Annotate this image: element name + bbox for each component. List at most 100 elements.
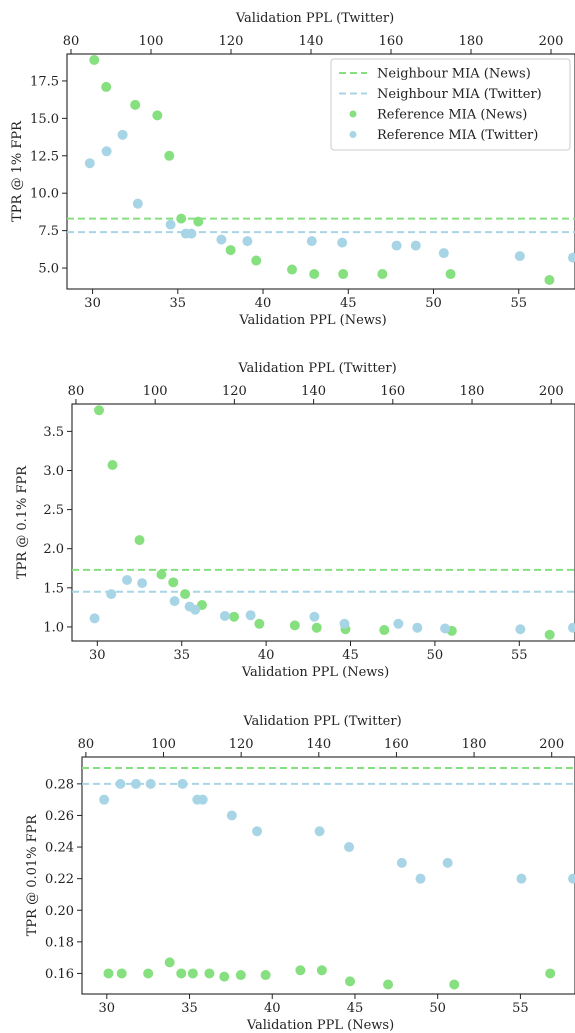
reference-twitter-point — [117, 129, 128, 140]
reference-twitter-point — [440, 623, 451, 634]
reference-news-point — [176, 968, 187, 979]
y-axis-label: TPR @ 1% FPR — [10, 120, 25, 222]
reference-twitter-point — [515, 624, 526, 635]
x-tick-label: 40 — [255, 296, 272, 311]
x-tick-label: 35 — [170, 296, 187, 311]
x-tick-label: 45 — [340, 296, 357, 311]
y-tick-label: 1.5 — [43, 581, 64, 596]
reference-news-point — [176, 213, 187, 224]
reference-twitter-point — [306, 236, 317, 247]
reference-twitter-point — [186, 228, 197, 239]
reference-twitter-point — [415, 873, 426, 884]
y-tick-label: 7.5 — [38, 224, 59, 239]
x-tick-label: 35 — [181, 1001, 198, 1016]
legend: Neighbour MIA (News) Neighbour MIA (Twitt… — [330, 58, 571, 151]
reference-twitter-point — [219, 610, 230, 621]
reference-twitter-point — [106, 589, 117, 600]
y-tick-label: 12.5 — [30, 149, 59, 164]
reference-twitter-point — [568, 873, 575, 884]
y-tick-label: 0.16 — [45, 967, 74, 982]
y-tick-label: 0.26 — [45, 809, 74, 824]
reference-news-point — [229, 611, 240, 622]
reference-twitter-point — [391, 240, 402, 251]
reference-news-point — [164, 957, 175, 968]
x2-axis-label: Validation PPL (Twitter) — [237, 361, 396, 376]
reference-news-point — [544, 629, 555, 640]
reference-twitter-point — [99, 794, 110, 805]
y-tick-label: 2.0 — [43, 542, 64, 557]
reference-news-point — [107, 460, 118, 471]
y-axis-label: TPR @ 0.1% FPR — [15, 465, 30, 579]
reference-news-point — [103, 968, 114, 979]
reference-news-point — [377, 269, 388, 280]
reference-twitter-point — [252, 826, 263, 837]
reference-news-point — [379, 625, 390, 636]
x2-tick-label: 180 — [460, 384, 485, 399]
chart-panel-2: 30 35 40 45 50 55 80 100 120 140 160 180 200 1.0 1.5 2.… — [15, 361, 575, 680]
x2-tick-label: 140 — [299, 34, 324, 49]
y-tick-label: 0.20 — [45, 904, 74, 919]
legend-neighbour-news-label: Neighbour MIA (News) — [377, 67, 531, 82]
x2-tick-label: 200 — [539, 384, 564, 399]
reference-twitter-point — [337, 237, 348, 248]
reference-news-point — [156, 569, 167, 580]
reference-twitter-point — [438, 248, 449, 259]
reference-news-point — [338, 269, 349, 280]
reference-news-point — [545, 968, 556, 979]
reference-news-point — [309, 269, 320, 280]
reference-news-point — [204, 968, 215, 979]
reference-news-point — [225, 245, 236, 256]
x-tick-label: 35 — [173, 648, 190, 663]
reference-news-point — [143, 968, 154, 979]
legend-box — [330, 58, 571, 151]
y-tick-label: 0.28 — [45, 777, 74, 792]
reference-news-point — [180, 589, 191, 600]
reference-twitter-point — [344, 842, 355, 853]
reference-twitter-point — [145, 778, 156, 789]
x2-tick-label: 140 — [301, 384, 326, 399]
reference-twitter-point — [568, 622, 575, 633]
reference-twitter-point — [216, 234, 227, 245]
y-tick-label: 3.5 — [43, 425, 64, 440]
reference-news-point — [289, 620, 300, 631]
reference-twitter-point — [226, 810, 237, 821]
reference-twitter-point — [516, 873, 527, 884]
reference-twitter-point — [132, 198, 143, 209]
reference-news-point — [311, 622, 322, 633]
y-tick-label: 0.24 — [45, 841, 74, 856]
reference-twitter-point — [396, 857, 407, 868]
x2-axis-label: Validation PPL (Twitter) — [242, 714, 401, 729]
reference-twitter-point — [130, 778, 141, 789]
reference-twitter-point — [197, 794, 208, 805]
reference-news-point — [254, 618, 265, 629]
plot-frame — [66, 53, 575, 290]
x-axis-label: Validation PPL (News) — [246, 1018, 394, 1033]
x2-tick-label: 100 — [139, 34, 164, 49]
legend-reference-news-label: Reference MIA (News) — [377, 108, 527, 123]
reference-news-point — [219, 971, 230, 982]
plot-frame — [81, 756, 575, 995]
x-tick-label: 50 — [425, 296, 442, 311]
y-tick-label: 2.5 — [43, 503, 64, 518]
y-tick-label: 3.0 — [43, 464, 64, 479]
x2-tick-label: 80 — [63, 34, 80, 49]
reference-twitter-point — [314, 826, 325, 837]
reference-twitter-point — [242, 236, 253, 247]
reference-twitter-point — [339, 618, 350, 629]
reference-news-point — [152, 110, 163, 121]
plot-data — [67, 54, 575, 286]
x-tick-label: 30 — [84, 296, 101, 311]
chart-panel-1: 30 35 40 45 50 55 80 100 120 140 160 180 200 5.0 7.5 10… — [10, 11, 575, 328]
chart-panel-3: 30 35 40 45 50 55 80 100 120 140 160 180 200 0.16 0.18… — [25, 714, 575, 1033]
reference-twitter-point — [309, 611, 320, 622]
reference-news-point — [89, 54, 100, 65]
x-tick-label: 40 — [258, 648, 275, 663]
x-tick-label: 45 — [347, 1001, 364, 1016]
x-axis-label: Validation PPL (News) — [238, 313, 386, 328]
y-tick-label: 0.22 — [45, 872, 74, 887]
legend-reference-twitter-label: Reference MIA (Twitter) — [377, 128, 538, 143]
x2-tick-label: 200 — [539, 737, 564, 752]
legend-neighbour-twitter-label: Neighbour MIA (Twitter) — [377, 87, 542, 102]
reference-twitter-point — [410, 240, 421, 251]
x-tick-label: 30 — [99, 1001, 116, 1016]
